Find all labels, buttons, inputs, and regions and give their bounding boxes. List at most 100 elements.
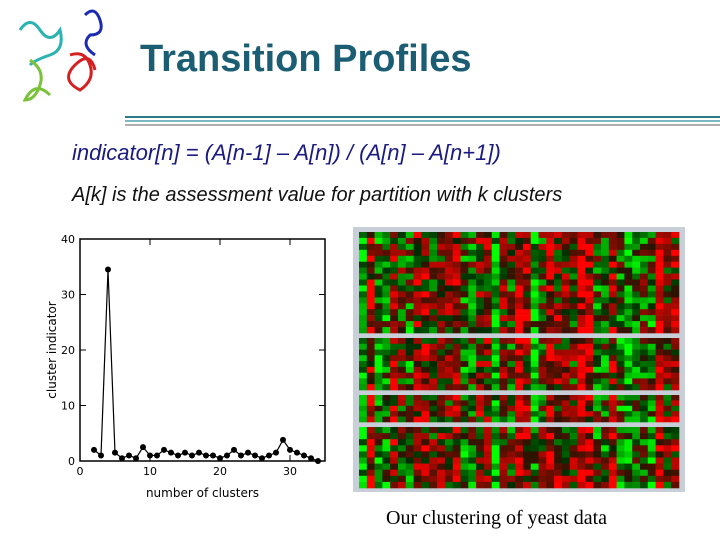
heatmap-cell — [405, 297, 414, 304]
heatmap-cell — [577, 469, 586, 477]
heatmap-cell — [655, 273, 664, 280]
heatmap-cell — [616, 451, 625, 458]
heatmap-cell — [538, 279, 547, 286]
heatmap-cell — [452, 372, 461, 379]
data-point — [105, 266, 111, 273]
heatmap-cell — [640, 243, 649, 251]
heatmap-cell — [585, 463, 594, 470]
heatmap-cell — [468, 267, 477, 274]
heatmap-cell — [421, 349, 430, 356]
heatmap-cell — [491, 309, 500, 316]
heatmap-cell — [476, 343, 485, 350]
heatmap-cell — [452, 366, 461, 373]
heatmap-cell — [491, 267, 500, 274]
heatmap-cell — [483, 395, 492, 401]
heatmap-cell — [561, 445, 570, 452]
heatmap-cell — [413, 237, 422, 245]
heatmap-cell — [655, 439, 664, 446]
heatmap-cell — [585, 309, 594, 316]
heatmap-cell — [663, 338, 672, 345]
heatmap-cell — [624, 343, 633, 350]
heatmap-cell — [515, 463, 524, 470]
heatmap-cell — [640, 315, 649, 322]
heatmap-cell — [444, 366, 453, 373]
heatmap-cell — [452, 395, 461, 401]
heatmap-cell — [522, 451, 531, 458]
heatmap-cell — [499, 309, 508, 316]
heatmap-cell — [437, 338, 446, 345]
heatmap-cell — [359, 400, 368, 407]
heatmap-cell — [405, 433, 414, 440]
heatmap-cell — [655, 349, 664, 356]
heatmap-cell — [561, 361, 570, 368]
heatmap-cell — [624, 433, 633, 440]
heatmap-cell — [460, 427, 469, 434]
heatmap-cell — [608, 395, 617, 401]
heatmap-cell — [554, 469, 563, 477]
heatmap-cell — [663, 439, 672, 446]
heatmap-cell — [398, 378, 407, 385]
heatmap-cell — [437, 303, 446, 310]
heatmap-cell — [374, 297, 383, 304]
heatmap-cell — [546, 303, 555, 310]
heatmap-cell — [593, 395, 602, 401]
heatmap-cell — [405, 469, 414, 477]
heatmap-cell — [437, 243, 446, 251]
heatmap-cell — [444, 405, 453, 412]
heatmap-cell — [382, 261, 391, 268]
heatmap-cell — [413, 355, 422, 362]
heatmap-cell — [499, 400, 508, 407]
heatmap-cell — [671, 237, 680, 245]
heatmap-cell — [538, 481, 547, 489]
heatmap-cell — [663, 267, 672, 274]
heatmap-cell — [421, 463, 430, 470]
heatmap-cell — [561, 416, 570, 423]
heatmap-cell — [608, 469, 617, 477]
heatmap-cell — [437, 384, 446, 391]
heatmap-cell — [483, 249, 492, 256]
heatmap-cell — [390, 366, 399, 373]
heatmap-cell — [624, 416, 633, 423]
heatmap-cell — [515, 416, 524, 423]
heatmap-cell — [405, 291, 414, 298]
heatmap-cell — [632, 416, 641, 423]
heatmap-cell — [444, 237, 453, 245]
heatmap-cell — [655, 338, 664, 345]
heatmap-cell — [460, 261, 469, 268]
heatmap-cell — [359, 481, 368, 489]
heatmap-cell — [476, 451, 485, 458]
heatmap-cell — [398, 366, 407, 373]
formula: indicator[n] = (A[n-1] – A[n]) / (A[n] –… — [72, 140, 501, 165]
heatmap-cell — [554, 372, 563, 379]
heatmap-cell — [444, 469, 453, 477]
heatmap-cell — [616, 439, 625, 446]
heatmap-cell — [640, 297, 649, 304]
heatmap-cell — [359, 315, 368, 322]
heatmap-cell — [655, 416, 664, 423]
heatmap-cell — [491, 469, 500, 477]
heatmap-cell — [437, 255, 446, 262]
heatmap-cell — [499, 243, 508, 251]
heatmap-cell — [640, 327, 649, 334]
heatmap-cell — [632, 237, 641, 245]
heatmap-cell — [491, 338, 500, 345]
heatmap-cell — [366, 445, 375, 452]
heatmap-cell — [452, 303, 461, 310]
heatmap-cell — [616, 315, 625, 322]
heatmap-cell — [413, 395, 422, 401]
heatmap-cell — [507, 355, 516, 362]
heatmap-cell — [468, 475, 477, 483]
heatmap-cell — [421, 285, 430, 292]
heatmap-cell — [507, 285, 516, 292]
heatmap-cell — [593, 372, 602, 379]
heatmap-cell — [421, 378, 430, 385]
heatmap-cell — [593, 273, 602, 280]
heatmap-cell — [522, 372, 531, 379]
heatmap-cell — [624, 361, 633, 368]
heatmap-cell — [413, 481, 422, 489]
heatmap-cell — [491, 378, 500, 385]
heatmap-cell — [538, 355, 547, 362]
heatmap-cell — [522, 481, 531, 489]
heatmap-cell — [413, 273, 422, 280]
heatmap-cell — [476, 273, 485, 280]
